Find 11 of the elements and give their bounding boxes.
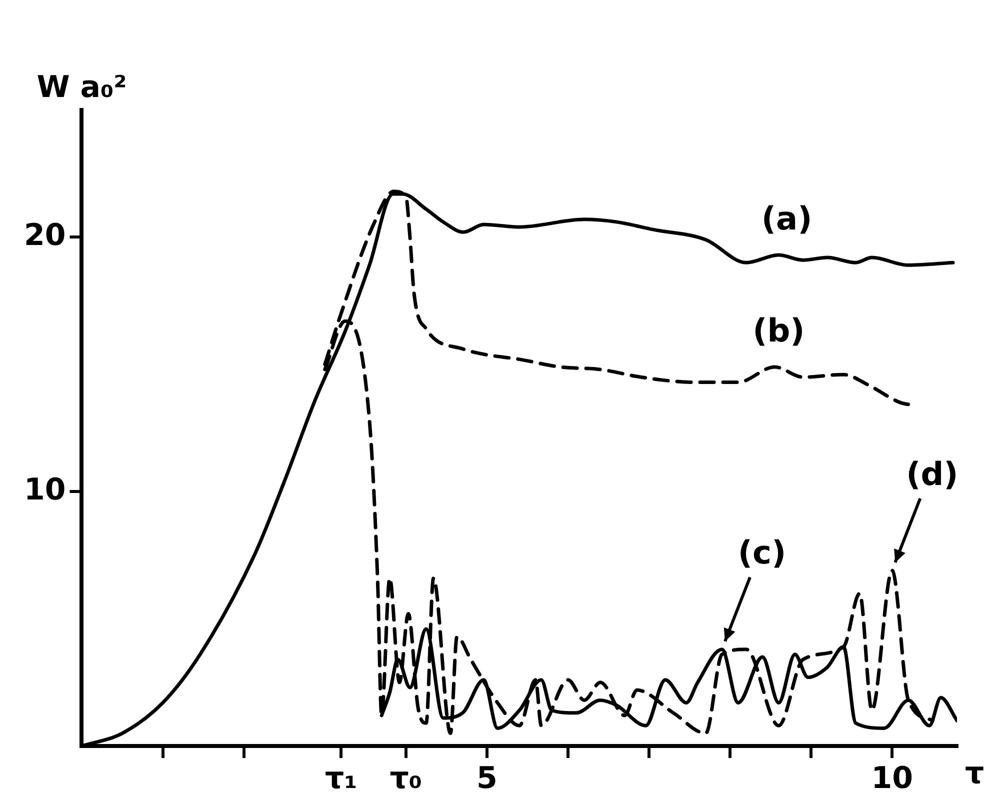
annotation: (d) — [906, 454, 958, 493]
annotation: (b) — [752, 311, 805, 350]
x-tick-label: τ₁ — [324, 760, 358, 796]
x-tick-label: 5 — [476, 760, 498, 796]
annotation: (c) — [738, 534, 786, 572]
x-tick-label: 10 — [871, 760, 914, 796]
x-tick-label: τ₀ — [390, 760, 422, 796]
annotation: (a) — [761, 199, 812, 238]
x-axis-title: τ — [965, 756, 984, 791]
y-axis-title: W a₀² — [36, 70, 127, 105]
y-tick-label: 20 — [24, 218, 66, 253]
